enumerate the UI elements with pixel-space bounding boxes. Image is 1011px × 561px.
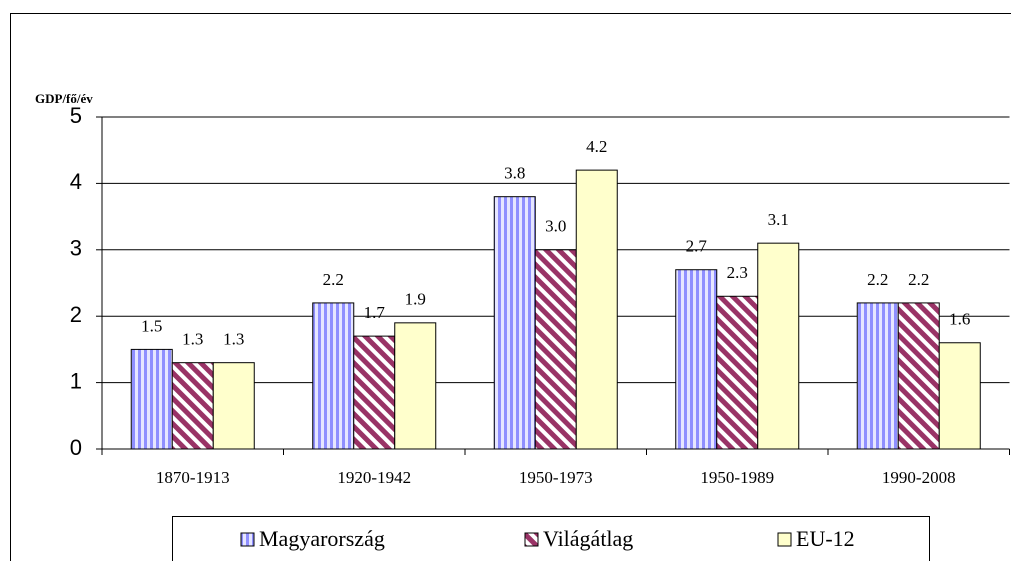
bar [171, 362, 214, 450]
x-tick-label: 1950-1989 [700, 468, 774, 487]
bar [675, 269, 718, 450]
bar [938, 342, 981, 450]
legend-label: EU-12 [796, 526, 855, 551]
value-label: 1.3 [182, 330, 203, 349]
value-label: 3.8 [504, 164, 525, 183]
y-tick-label: 3 [70, 236, 82, 261]
value-label: 4.2 [586, 137, 607, 156]
legend-box [172, 516, 930, 561]
value-label: 2.2 [323, 270, 344, 289]
legend-label: Világátlag [543, 526, 633, 551]
x-tick-label: 1870-1913 [156, 468, 230, 487]
legend-swatch [524, 532, 539, 547]
bar [716, 295, 759, 450]
bar [534, 249, 577, 450]
bar [394, 322, 437, 450]
bar [212, 362, 255, 450]
value-label: 1.3 [223, 330, 244, 349]
y-tick-label: 5 [70, 103, 82, 128]
bar [353, 335, 396, 450]
bar [897, 302, 940, 450]
y-tick-label: 4 [70, 169, 82, 194]
value-label: 1.9 [405, 290, 426, 309]
x-tick-label: 1990-2008 [882, 468, 956, 487]
bar [757, 242, 800, 450]
legend-swatch [240, 532, 255, 547]
legend-swatch [777, 532, 792, 547]
x-tick-label: 1920-1942 [337, 468, 411, 487]
bar [493, 196, 536, 450]
bar [130, 348, 173, 450]
bar [312, 302, 355, 450]
y-tick-label: 1 [70, 368, 82, 393]
y-tick-label: 0 [70, 435, 82, 460]
bar [856, 302, 899, 450]
value-label: 3.1 [768, 210, 789, 229]
x-tick-label: 1950-1973 [519, 468, 593, 487]
bar [575, 169, 618, 450]
y-axis-label: GDP/fő/év [35, 91, 93, 106]
y-tick-label: 2 [70, 302, 82, 327]
value-label: 2.2 [908, 270, 929, 289]
value-label: 2.7 [686, 237, 708, 256]
value-label: 3.0 [545, 217, 566, 236]
chart-frame [10, 13, 1011, 561]
value-label: 1.5 [141, 316, 162, 335]
value-label: 2.2 [867, 270, 888, 289]
value-label: 1.7 [364, 303, 386, 322]
value-label: 2.3 [727, 263, 748, 282]
value-label: 1.6 [949, 310, 970, 329]
legend-label: Magyarország [259, 526, 385, 551]
